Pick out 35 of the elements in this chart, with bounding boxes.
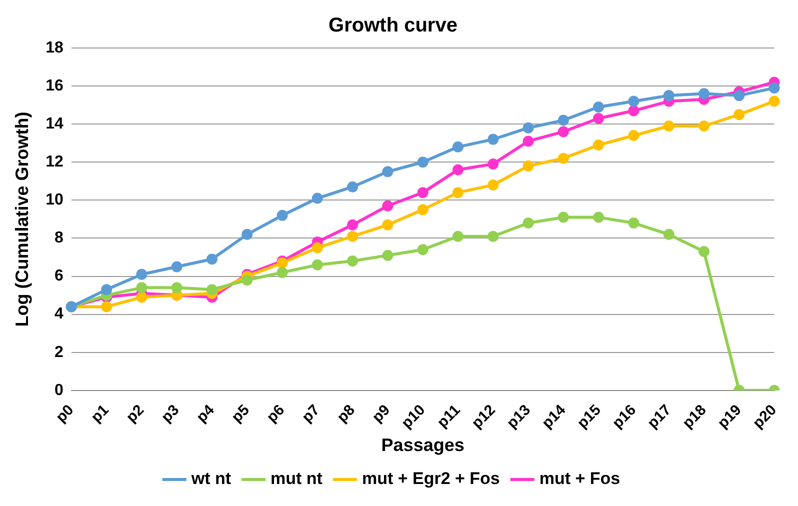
x-tick-label: p18 [679,401,710,432]
y-tick-label: 2 [54,344,64,361]
x-tick-label: p2 [123,401,148,426]
x-tick-label: p0 [52,401,78,426]
x-tick-label: p9 [369,401,394,426]
x-tick-label: p5 [228,401,253,426]
x-tick-label: p1 [88,401,112,426]
y-tick-label: 8 [54,230,64,247]
y-tick-label: 6 [54,268,64,285]
x-tick-label: p13 [504,401,534,432]
x-tick-label: p7 [298,401,324,426]
x-tick-label: p4 [193,401,218,426]
legend-label: mut nt [270,469,323,488]
y-tick-label: 10 [46,192,64,209]
y-tick-label: 14 [46,115,64,132]
x-tick-label: p10 [398,401,429,432]
x-tick-label: p11 [434,401,464,432]
y-tick-label: 16 [46,77,64,94]
y-tick-label: 12 [46,154,64,171]
legend-label: wt nt [190,469,232,488]
y-axis-title: Log (Cumulative Growth) [12,112,32,327]
legend-label: mut + Fos [539,469,620,488]
x-axis-title: Passages [381,435,464,456]
x-tick-label: p6 [264,401,288,426]
x-tick-label: p8 [334,401,358,426]
x-tick-label: p3 [158,401,183,426]
y-tick-label: 18 [46,39,64,56]
x-tick-label: p19 [714,401,745,432]
x-tick-label: p12 [468,401,499,432]
y-tick-label: 0 [54,382,64,399]
y-tick-label: 4 [54,306,64,323]
legend-label: mut + Egr2 + Fos [362,469,500,488]
x-tick-label: p16 [609,401,640,432]
x-tick-label: p20 [750,401,780,432]
chart-title: Growth curve [328,14,458,37]
